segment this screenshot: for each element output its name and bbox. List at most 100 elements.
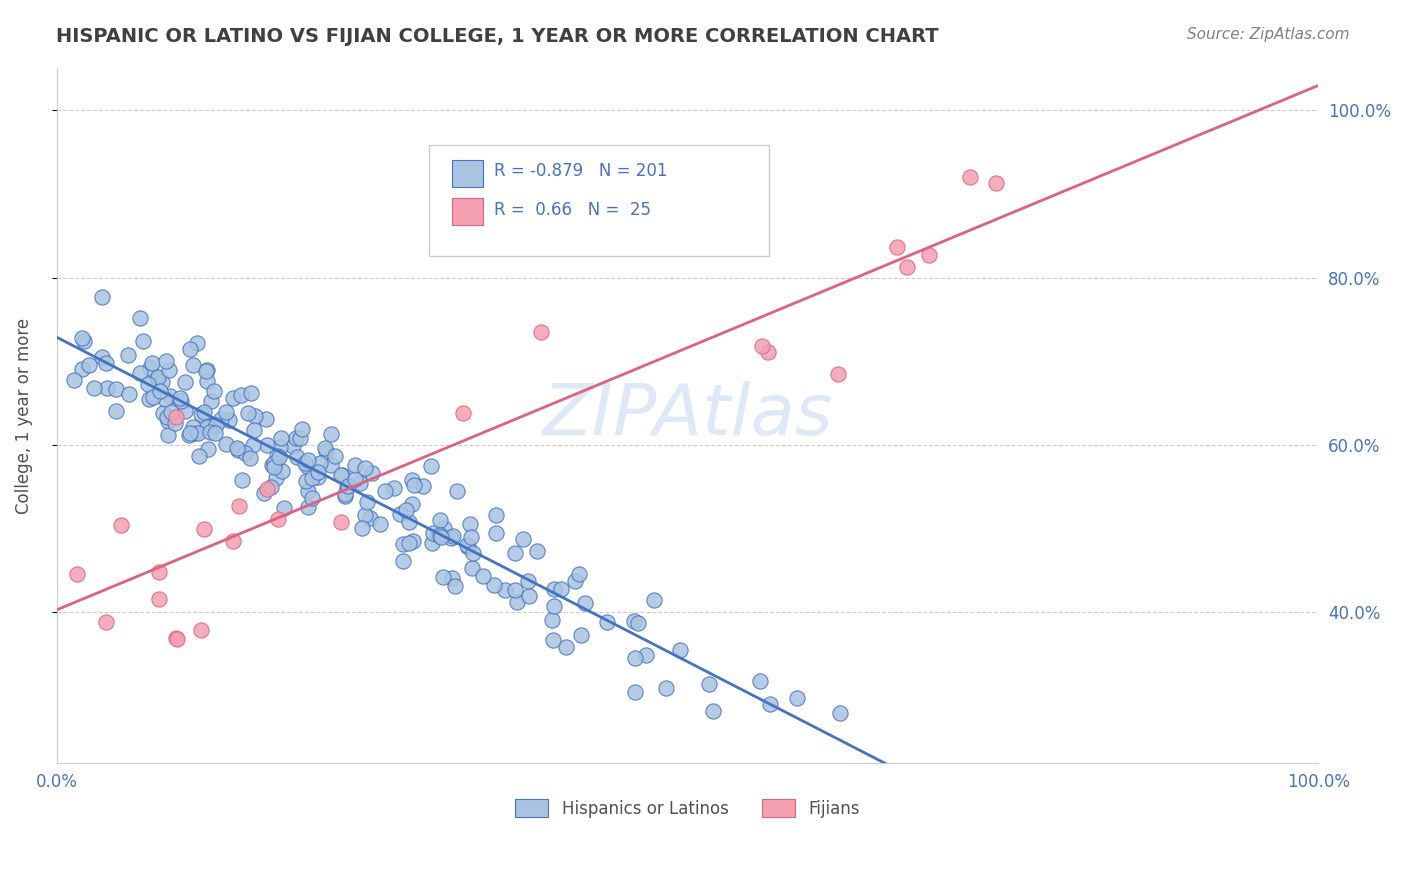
Point [319,458,342,473]
Point [179,428,201,442]
Point [361,467,384,481]
Point [263,460,285,475]
Point [195,374,218,388]
Point [170,393,193,408]
Point [301,491,323,505]
Point [354,508,377,522]
Point [315,444,337,458]
Point [205,418,228,433]
Point [543,599,565,614]
Point [485,526,508,541]
Point [959,170,981,185]
Point [231,473,253,487]
Point [564,574,586,588]
Point [222,534,245,549]
Point [117,347,139,361]
Point [668,643,690,657]
Point [886,240,908,254]
Point [429,513,451,527]
Point [827,368,849,382]
Point [201,418,224,433]
Point [374,483,396,498]
Point [155,409,177,424]
Point [344,471,367,485]
Point [506,595,529,609]
Point [702,704,724,718]
Point [260,458,283,472]
Point [157,414,180,428]
Y-axis label: College, 1 year or more: College, 1 year or more [15,318,32,514]
Point [297,453,319,467]
Point [307,470,329,484]
Point [297,483,319,498]
Point [756,345,779,359]
Point [412,479,434,493]
Point [70,361,93,376]
Point [401,473,423,487]
Point [429,530,451,544]
Point [541,633,564,648]
Point [382,481,405,495]
Point [209,412,232,426]
Point [263,457,285,471]
Point [273,501,295,516]
Point [420,535,443,549]
Point [146,370,169,384]
Point [169,391,191,405]
Point [77,358,100,372]
Point [568,567,591,582]
Point [157,363,180,377]
Point [179,425,201,440]
Point [422,525,444,540]
Point [398,516,420,530]
Point [188,449,211,463]
Point [236,406,259,420]
Point [329,515,352,529]
Point [118,387,141,401]
Point [141,356,163,370]
Point [555,640,578,654]
Point [129,310,152,325]
Point [349,476,371,491]
Point [574,596,596,610]
Point [91,350,114,364]
Point [94,615,117,630]
Point [432,569,454,583]
Text: R =  0.66   N =  25: R = 0.66 N = 25 [495,201,651,219]
Point [526,544,548,558]
Point [139,361,162,376]
Point [291,422,314,436]
Point [517,574,540,588]
Point [517,590,540,604]
Point [243,424,266,438]
Point [157,427,180,442]
FancyBboxPatch shape [429,145,769,256]
Point [569,628,592,642]
Point [239,450,262,465]
Point [215,405,238,419]
Point [451,406,474,420]
Point [149,384,172,398]
Point [359,511,381,525]
Point [758,697,780,711]
Point [294,474,316,488]
Point [66,566,89,581]
Point [221,392,243,406]
Point [392,553,415,567]
Point [301,471,323,485]
Point [440,531,463,545]
Point [183,425,205,440]
Point [623,650,645,665]
Point [321,427,343,442]
Point [94,356,117,370]
Point [550,582,572,596]
Point [215,437,238,451]
Point [266,449,288,463]
Text: HISPANIC OR LATINO VS FIJIAN COLLEGE, 1 YEAR OR MORE CORRELATION CHART: HISPANIC OR LATINO VS FIJIAN COLLEGE, 1 … [56,27,939,45]
Point [456,538,478,552]
Point [218,412,240,426]
Point [202,384,225,398]
Point [181,358,204,372]
Point [186,336,208,351]
Point [433,521,456,535]
